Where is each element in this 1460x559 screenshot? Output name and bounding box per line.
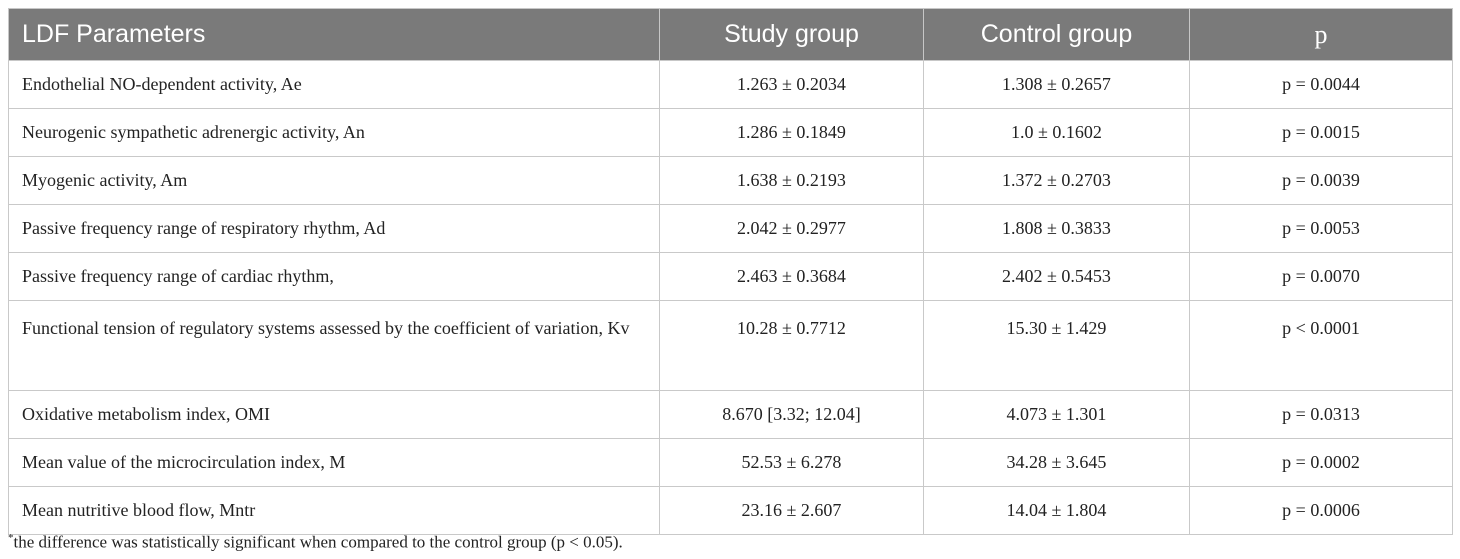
- control-group-cell: 1.808 ± 0.3833: [923, 204, 1190, 253]
- footnote-marker: *: [8, 532, 14, 544]
- parameter-cell: Neurogenic sympathetic adrenergic activi…: [8, 108, 660, 157]
- study-group-cell: 1.286 ± 0.1849: [659, 108, 924, 157]
- table-row: Myogenic activity, Am 1.638 ± 0.2193 1.3…: [8, 156, 1453, 205]
- header-study-group: Study group: [659, 8, 924, 61]
- parameter-cell: Passive frequency range of respiratory r…: [8, 204, 660, 253]
- table-row: Passive frequency range of respiratory r…: [8, 204, 1453, 253]
- table-header: LDF Parameters Study group Control group…: [8, 8, 1453, 61]
- ldf-parameters-table: LDF Parameters Study group Control group…: [8, 8, 1453, 535]
- header-p-value: p: [1189, 8, 1453, 61]
- p-value-cell: p = 0.0015: [1189, 108, 1453, 157]
- study-group-cell: 1.638 ± 0.2193: [659, 156, 924, 205]
- study-group-cell: 2.042 ± 0.2977: [659, 204, 924, 253]
- parameter-cell: Oxidative metabolism index, OMI: [8, 390, 660, 439]
- table-row: Oxidative metabolism index, OMI 8.670 [3…: [8, 390, 1453, 439]
- table-row: Neurogenic sympathetic adrenergic activi…: [8, 108, 1453, 157]
- table-row: Passive frequency range of cardiac rhyth…: [8, 252, 1453, 301]
- table-row: Functional tension of regulatory systems…: [8, 300, 1453, 391]
- p-value-cell: p < 0.0001: [1189, 300, 1453, 391]
- header-control-group: Control group: [923, 8, 1190, 61]
- study-group-cell: 10.28 ± 0.7712: [659, 300, 924, 391]
- study-group-cell: 8.670 [3.32; 12.04]: [659, 390, 924, 439]
- footnote-text: the difference was statistically signifi…: [13, 532, 623, 552]
- p-value-cell: p = 0.0039: [1189, 156, 1453, 205]
- p-value-cell: p = 0.0044: [1189, 60, 1453, 109]
- p-value-cell: p = 0.0070: [1189, 252, 1453, 301]
- p-value-cell: p = 0.0053: [1189, 204, 1453, 253]
- table-footnote: *the difference was statistically signif…: [8, 532, 623, 553]
- control-group-cell: 1.0 ± 0.1602: [923, 108, 1190, 157]
- control-group-cell: 1.308 ± 0.2657: [923, 60, 1190, 109]
- header-ldf-parameters: LDF Parameters: [8, 8, 660, 61]
- parameter-cell: Myogenic activity, Am: [8, 156, 660, 205]
- study-group-cell: 52.53 ± 6.278: [659, 438, 924, 487]
- header-row: LDF Parameters Study group Control group…: [8, 8, 1453, 61]
- control-group-cell: 1.372 ± 0.2703: [923, 156, 1190, 205]
- parameter-cell: Mean nutritive blood flow, Mntr: [8, 486, 660, 535]
- control-group-cell: 34.28 ± 3.645: [923, 438, 1190, 487]
- control-group-cell: 15.30 ± 1.429: [923, 300, 1190, 391]
- p-value-cell: p = 0.0313: [1189, 390, 1453, 439]
- study-group-cell: 2.463 ± 0.3684: [659, 252, 924, 301]
- parameter-cell: Functional tension of regulatory systems…: [8, 300, 660, 391]
- parameter-cell: Endothelial NO-dependent activity, Ae: [8, 60, 660, 109]
- control-group-cell: 4.073 ± 1.301: [923, 390, 1190, 439]
- table-body: Endothelial NO-dependent activity, Ae 1.…: [8, 60, 1453, 535]
- study-group-cell: 1.263 ± 0.2034: [659, 60, 924, 109]
- parameter-cell: Mean value of the microcirculation index…: [8, 438, 660, 487]
- parameter-cell: Passive frequency range of cardiac rhyth…: [8, 252, 660, 301]
- control-group-cell: 2.402 ± 0.5453: [923, 252, 1190, 301]
- control-group-cell: 14.04 ± 1.804: [923, 486, 1190, 535]
- study-group-cell: 23.16 ± 2.607: [659, 486, 924, 535]
- table-row: Mean nutritive blood flow, Mntr 23.16 ± …: [8, 486, 1453, 535]
- table-row: Mean value of the microcirculation index…: [8, 438, 1453, 487]
- table-row: Endothelial NO-dependent activity, Ae 1.…: [8, 60, 1453, 109]
- ldf-parameters-table-container: LDF Parameters Study group Control group…: [8, 8, 1453, 535]
- p-value-cell: p = 0.0006: [1189, 486, 1453, 535]
- p-value-cell: p = 0.0002: [1189, 438, 1453, 487]
